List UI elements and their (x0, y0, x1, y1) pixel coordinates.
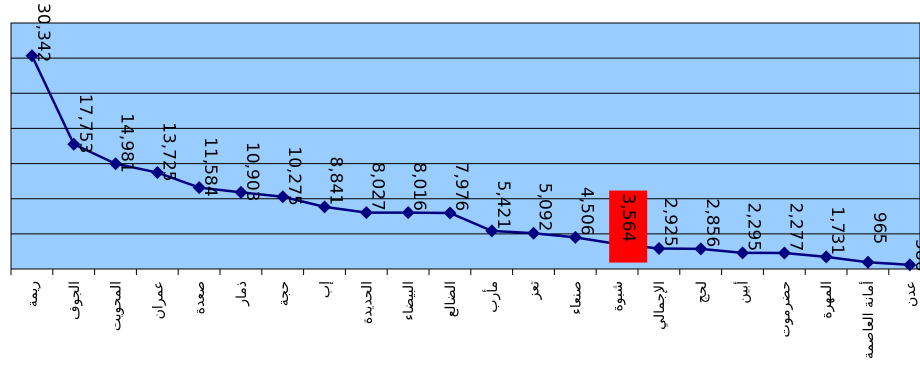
data-label: 10,275 (284, 146, 304, 205)
data-label: 5,421 (493, 180, 513, 229)
category-label: أمانة العاصمة (859, 281, 877, 359)
category-label: البيضاء (401, 281, 417, 321)
data-point (25, 49, 39, 63)
plot-area (10, 22, 920, 270)
data-label: 965 (869, 212, 889, 244)
x-axis (10, 269, 890, 275)
series-path (30, 55, 910, 267)
data-point (192, 181, 206, 195)
category-label: أبين (734, 281, 752, 304)
category-label: صعدة (192, 281, 208, 314)
data-label: 8,841 (326, 156, 346, 205)
data-label: 1,731 (827, 206, 847, 255)
data-point (443, 206, 457, 220)
data-point (109, 157, 123, 171)
highlight-layer (609, 190, 648, 263)
category-label: الحديدة (359, 281, 375, 324)
data-point (150, 166, 164, 180)
series-markers (25, 49, 917, 272)
data-point (401, 206, 415, 220)
data-point (485, 224, 499, 238)
category-label: مأرب (482, 281, 501, 313)
data-point (652, 241, 666, 255)
data-label: 14,981 (117, 113, 137, 172)
data-point (67, 137, 81, 151)
category-label: ذمار (234, 281, 250, 307)
data-label: 30,342 (33, 3, 53, 62)
series-line (30, 55, 910, 267)
category-label: إب (318, 281, 334, 298)
data-label: 17,753 (75, 94, 95, 153)
data-point (777, 246, 791, 260)
data-label: 2,295 (744, 202, 764, 251)
category-label: شبوة (610, 281, 626, 312)
data-label: 11,584 (200, 137, 220, 196)
data-label: 4,506 (576, 187, 596, 236)
data-point (903, 258, 917, 272)
category-label: صنعاء (568, 281, 584, 315)
highlight-box (609, 190, 648, 263)
data-point (819, 250, 833, 264)
category-label: المهرة (819, 281, 835, 319)
data-label: 8,027 (367, 162, 387, 211)
category-label: المحويت (109, 281, 125, 331)
category-label: عدن (903, 281, 919, 307)
data-label: 3,564 (618, 194, 638, 243)
category-label: تعز (527, 281, 543, 300)
category-label: الإجمالي (652, 281, 668, 330)
data-label: 5,092 (535, 183, 555, 232)
data-label: 2,277 (785, 203, 805, 252)
category-label: الضالع (443, 281, 459, 317)
data-label: 13,725 (158, 122, 178, 181)
data-label: 2,925 (660, 198, 680, 247)
data-point (527, 226, 541, 240)
data-label: 10,903 (242, 142, 262, 201)
category-labels: ريمة الجوف المحويت عمران صعدة ذمار حجة إب الحديد… (25, 281, 919, 359)
data-label: 2,856 (702, 199, 722, 248)
data-point (736, 246, 750, 260)
data-point (276, 190, 290, 204)
data-point (694, 242, 708, 256)
category-label: حجة (276, 281, 292, 306)
category-label: حضرموت (777, 281, 793, 337)
data-point (861, 255, 875, 269)
data-labels: 30,342 17,753 14,981 13,725 11,584 10,903 10,2… (33, 3, 920, 271)
data-point (568, 230, 582, 244)
data-point (359, 206, 373, 220)
category-label: ريمة (25, 281, 41, 307)
data-label: 8,016 (409, 162, 429, 211)
data-label: 586 (911, 239, 920, 271)
data-label: 7,976 (451, 163, 471, 212)
category-label: عمران (150, 281, 166, 319)
data-point (318, 200, 332, 214)
gridlines (11, 57, 920, 235)
category-label: لحج (694, 281, 710, 303)
data-point (234, 185, 248, 199)
category-label: الجوف (67, 281, 83, 320)
